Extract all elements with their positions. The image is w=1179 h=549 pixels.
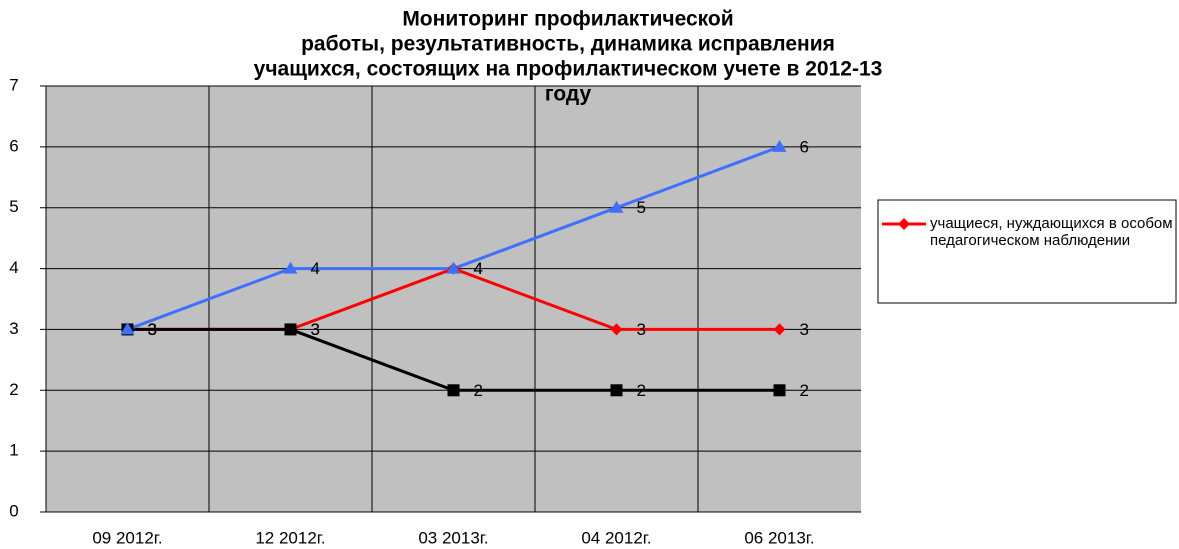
marker — [609, 200, 624, 213]
data-label: 3 — [800, 320, 809, 339]
legend — [877, 199, 1177, 304]
x-tick-label: 06 2013г. — [744, 528, 814, 547]
data-label: 3 — [637, 320, 646, 339]
marker — [446, 261, 461, 274]
data-label: 2 — [800, 381, 809, 400]
legend-label: учащиеся, нуждающихся в особом педагогич… — [930, 215, 1173, 249]
data-label: 3 — [148, 320, 157, 339]
data-label: 4 — [474, 259, 483, 278]
marker — [610, 384, 623, 397]
data-label: 3 — [311, 320, 320, 339]
x-tick-label: 04 2012г. — [581, 528, 651, 547]
data-label: 4 — [311, 259, 320, 278]
y-tick-label: 1 — [9, 441, 18, 460]
y-tick-label: 0 — [9, 501, 18, 520]
marker — [772, 139, 787, 152]
data-label: 2 — [637, 381, 646, 400]
y-tick-label: 3 — [9, 319, 18, 338]
marker — [773, 323, 786, 336]
data-label: 6 — [800, 137, 809, 156]
x-tick-label: 09 2012г. — [92, 528, 162, 547]
marker — [120, 322, 135, 335]
data-label: 3 — [311, 320, 320, 339]
data-label: 2 — [474, 381, 483, 400]
chart-title: году — [545, 83, 592, 106]
marker — [773, 384, 786, 397]
x-tick-label: 12 2012г. — [255, 528, 325, 547]
x-tick-label: 03 2013г. — [418, 528, 488, 547]
marker — [283, 261, 298, 274]
data-label: 3 — [148, 320, 157, 339]
marker — [610, 323, 623, 336]
y-tick-label: 6 — [9, 136, 18, 155]
legend-text: учащиеся, нуждающихся в особом педагогич… — [930, 215, 1173, 249]
y-tick-label: 7 — [9, 75, 18, 94]
y-tick-label: 4 — [9, 258, 18, 277]
plot-area — [46, 86, 861, 512]
data-label: 4 — [474, 259, 483, 278]
data-label: 3 — [148, 320, 157, 339]
marker — [284, 323, 297, 336]
chart-title: учащихся, состоящих на профилактическом … — [254, 58, 883, 81]
y-tick-label: 2 — [9, 380, 18, 399]
data-label: 5 — [637, 198, 646, 217]
y-tick-label: 5 — [9, 197, 18, 216]
marker — [447, 384, 460, 397]
marker — [898, 218, 910, 230]
chart-title: работы, результативность, динамика испра… — [301, 33, 835, 56]
chart-title: Мониторинг профилактической — [402, 8, 733, 31]
